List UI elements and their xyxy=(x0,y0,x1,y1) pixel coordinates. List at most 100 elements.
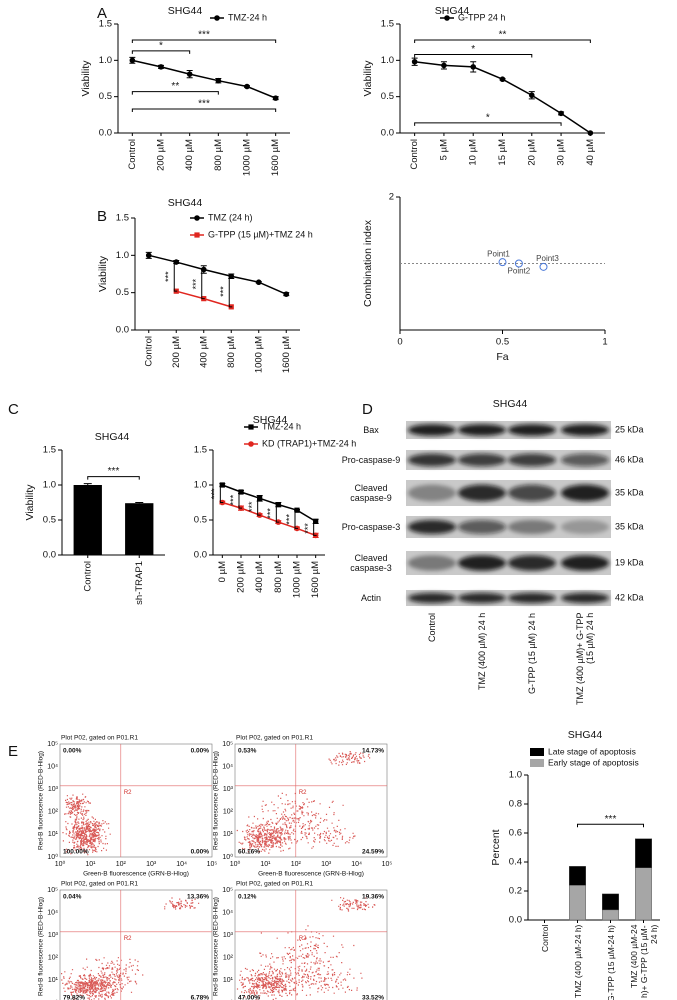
y-tick-label: 10⁰ xyxy=(222,999,233,1000)
marker xyxy=(215,77,222,84)
y-tick-label: 10² xyxy=(48,809,59,816)
x-tick-label: 10⁵ xyxy=(207,861,218,868)
panel-label: E xyxy=(8,743,18,760)
marker xyxy=(255,279,262,286)
marker xyxy=(194,215,200,221)
significance-bracket xyxy=(414,122,562,126)
significance-label: *** xyxy=(284,514,294,525)
y-axis-label: Red-B fluorescence (RED-B-Hlog) xyxy=(213,751,220,850)
y-tick-label: 10¹ xyxy=(48,977,59,984)
significance-label: *** xyxy=(210,488,220,499)
blot-size-label: 35 kDa xyxy=(615,487,644,497)
y-tick-label: 10⁰ xyxy=(222,853,233,861)
y-tick-label: 10² xyxy=(223,809,234,816)
significance-label: *** xyxy=(605,814,617,825)
y-tick-label: 1.5 xyxy=(194,445,207,456)
x-tick-label: 1600 µM xyxy=(310,561,321,598)
y-axis-label: Percent xyxy=(490,829,502,865)
significance-label: *** xyxy=(191,278,201,289)
x-tick-label: 10¹ xyxy=(260,861,271,868)
marker xyxy=(214,15,220,21)
y-axis-label: Red-B fluorescence (RED-B-Hlog) xyxy=(213,897,220,996)
blot-size-label: 46 kDa xyxy=(615,454,644,464)
legend-label: TMZ-24 h xyxy=(262,421,301,431)
legend-swatch xyxy=(530,748,544,756)
x-tick-label: G-TPP (15 µM-24 h) xyxy=(605,925,616,1000)
region-label: R2 xyxy=(124,790,132,796)
panel-label: D xyxy=(362,401,373,418)
y-tick-label: 10⁵ xyxy=(222,887,233,894)
legend-label: KD (TRAP1)+TMZ-24 h xyxy=(262,438,356,448)
y-axis-label: Red-B fluorescence (RED-B-Hlog) xyxy=(38,897,45,996)
significance-label: ** xyxy=(171,81,179,92)
x-tick-label: 10 µM xyxy=(468,139,479,166)
quadrant-percent: 0.00% xyxy=(63,748,82,755)
plot-title: Plot P02, gated on P01.R1 xyxy=(61,881,138,888)
y-axis-label: Red-B fluorescence (RED-B-Hlog) xyxy=(38,751,45,850)
blot-band xyxy=(408,519,456,535)
legend-label: TMZ-24 h xyxy=(228,12,267,22)
series-line xyxy=(132,59,276,99)
significance-bracket xyxy=(257,497,261,516)
y-tick-label: 1.0 xyxy=(381,55,394,66)
y-tick-label: 10² xyxy=(48,955,59,962)
blot-band xyxy=(561,453,609,467)
x-tick-label: 10⁰ xyxy=(230,860,241,868)
marker xyxy=(587,130,594,136)
quadrant-percent: 14.73% xyxy=(362,748,384,755)
bar-segment xyxy=(635,838,652,868)
x-tick-label: 20 µM xyxy=(526,139,537,166)
x-tick-label: 400 µM xyxy=(198,336,209,368)
marker xyxy=(470,64,477,70)
blot-band xyxy=(508,484,556,502)
y-tick-label: 1.5 xyxy=(116,213,129,224)
event-dots xyxy=(236,897,376,1000)
y-tick-label: 10⁴ xyxy=(47,763,58,770)
x-tick-label: 10⁰ xyxy=(55,860,66,868)
x-tick-label: 200 µM xyxy=(236,561,247,593)
bar-segment xyxy=(602,893,619,911)
bar-segment xyxy=(602,909,619,921)
significance-label: *** xyxy=(228,494,238,505)
series-line xyxy=(222,484,317,523)
significance-label: *** xyxy=(303,523,313,534)
marker xyxy=(444,15,450,21)
x-tick-label: Control xyxy=(409,139,420,170)
x-tick-label: 10⁴ xyxy=(351,861,362,868)
quadrant-percent: 19.36% xyxy=(362,894,384,901)
plot-title: Plot P02, gated on P01.R1 xyxy=(236,881,313,888)
event-dots xyxy=(62,793,111,856)
blot-title: SHG44 xyxy=(493,398,528,410)
y-axis-label: Combination index xyxy=(362,219,374,307)
x-axis-label: Green-B fluorescence (GRN-B-Hlog) xyxy=(83,871,189,878)
x-tick-label: 400 µM xyxy=(254,561,265,593)
x-tick-label: 800 µM xyxy=(226,336,237,368)
y-tick-label: 10³ xyxy=(48,932,59,939)
significance-bracket xyxy=(275,504,280,523)
quadrant-percent: 0.00% xyxy=(191,748,210,755)
legend-label: G-TPP (15 µM)+TMZ 24 h xyxy=(208,229,313,239)
point xyxy=(539,262,548,271)
significance-bracket xyxy=(238,491,242,509)
y-tick-label: 0.0 xyxy=(99,128,112,139)
chart-title: SHG44 xyxy=(435,5,470,17)
quadrant-percent: 0.12% xyxy=(238,894,257,901)
blot-band xyxy=(408,424,456,436)
y-tick-label: 0.0 xyxy=(509,915,522,926)
significance-label: ** xyxy=(499,30,507,41)
legend-label: Early stage of apoptosis xyxy=(548,757,639,767)
y-tick-label: 0.2 xyxy=(509,886,522,897)
blot-row-label: Bax xyxy=(363,425,379,435)
significance-bracket xyxy=(414,54,533,58)
y-axis-label: Viability xyxy=(24,484,36,521)
y-tick-label: 1.5 xyxy=(99,19,112,30)
blot-band xyxy=(458,484,506,502)
significance-label: *** xyxy=(164,271,174,282)
blot-row-label: Actin xyxy=(360,593,381,603)
blot-band xyxy=(561,519,609,535)
blot-band xyxy=(408,453,456,467)
legend-label: Late stage of apoptosis xyxy=(548,746,636,756)
blot-band xyxy=(508,519,556,535)
point-label: Point2 xyxy=(508,267,531,276)
